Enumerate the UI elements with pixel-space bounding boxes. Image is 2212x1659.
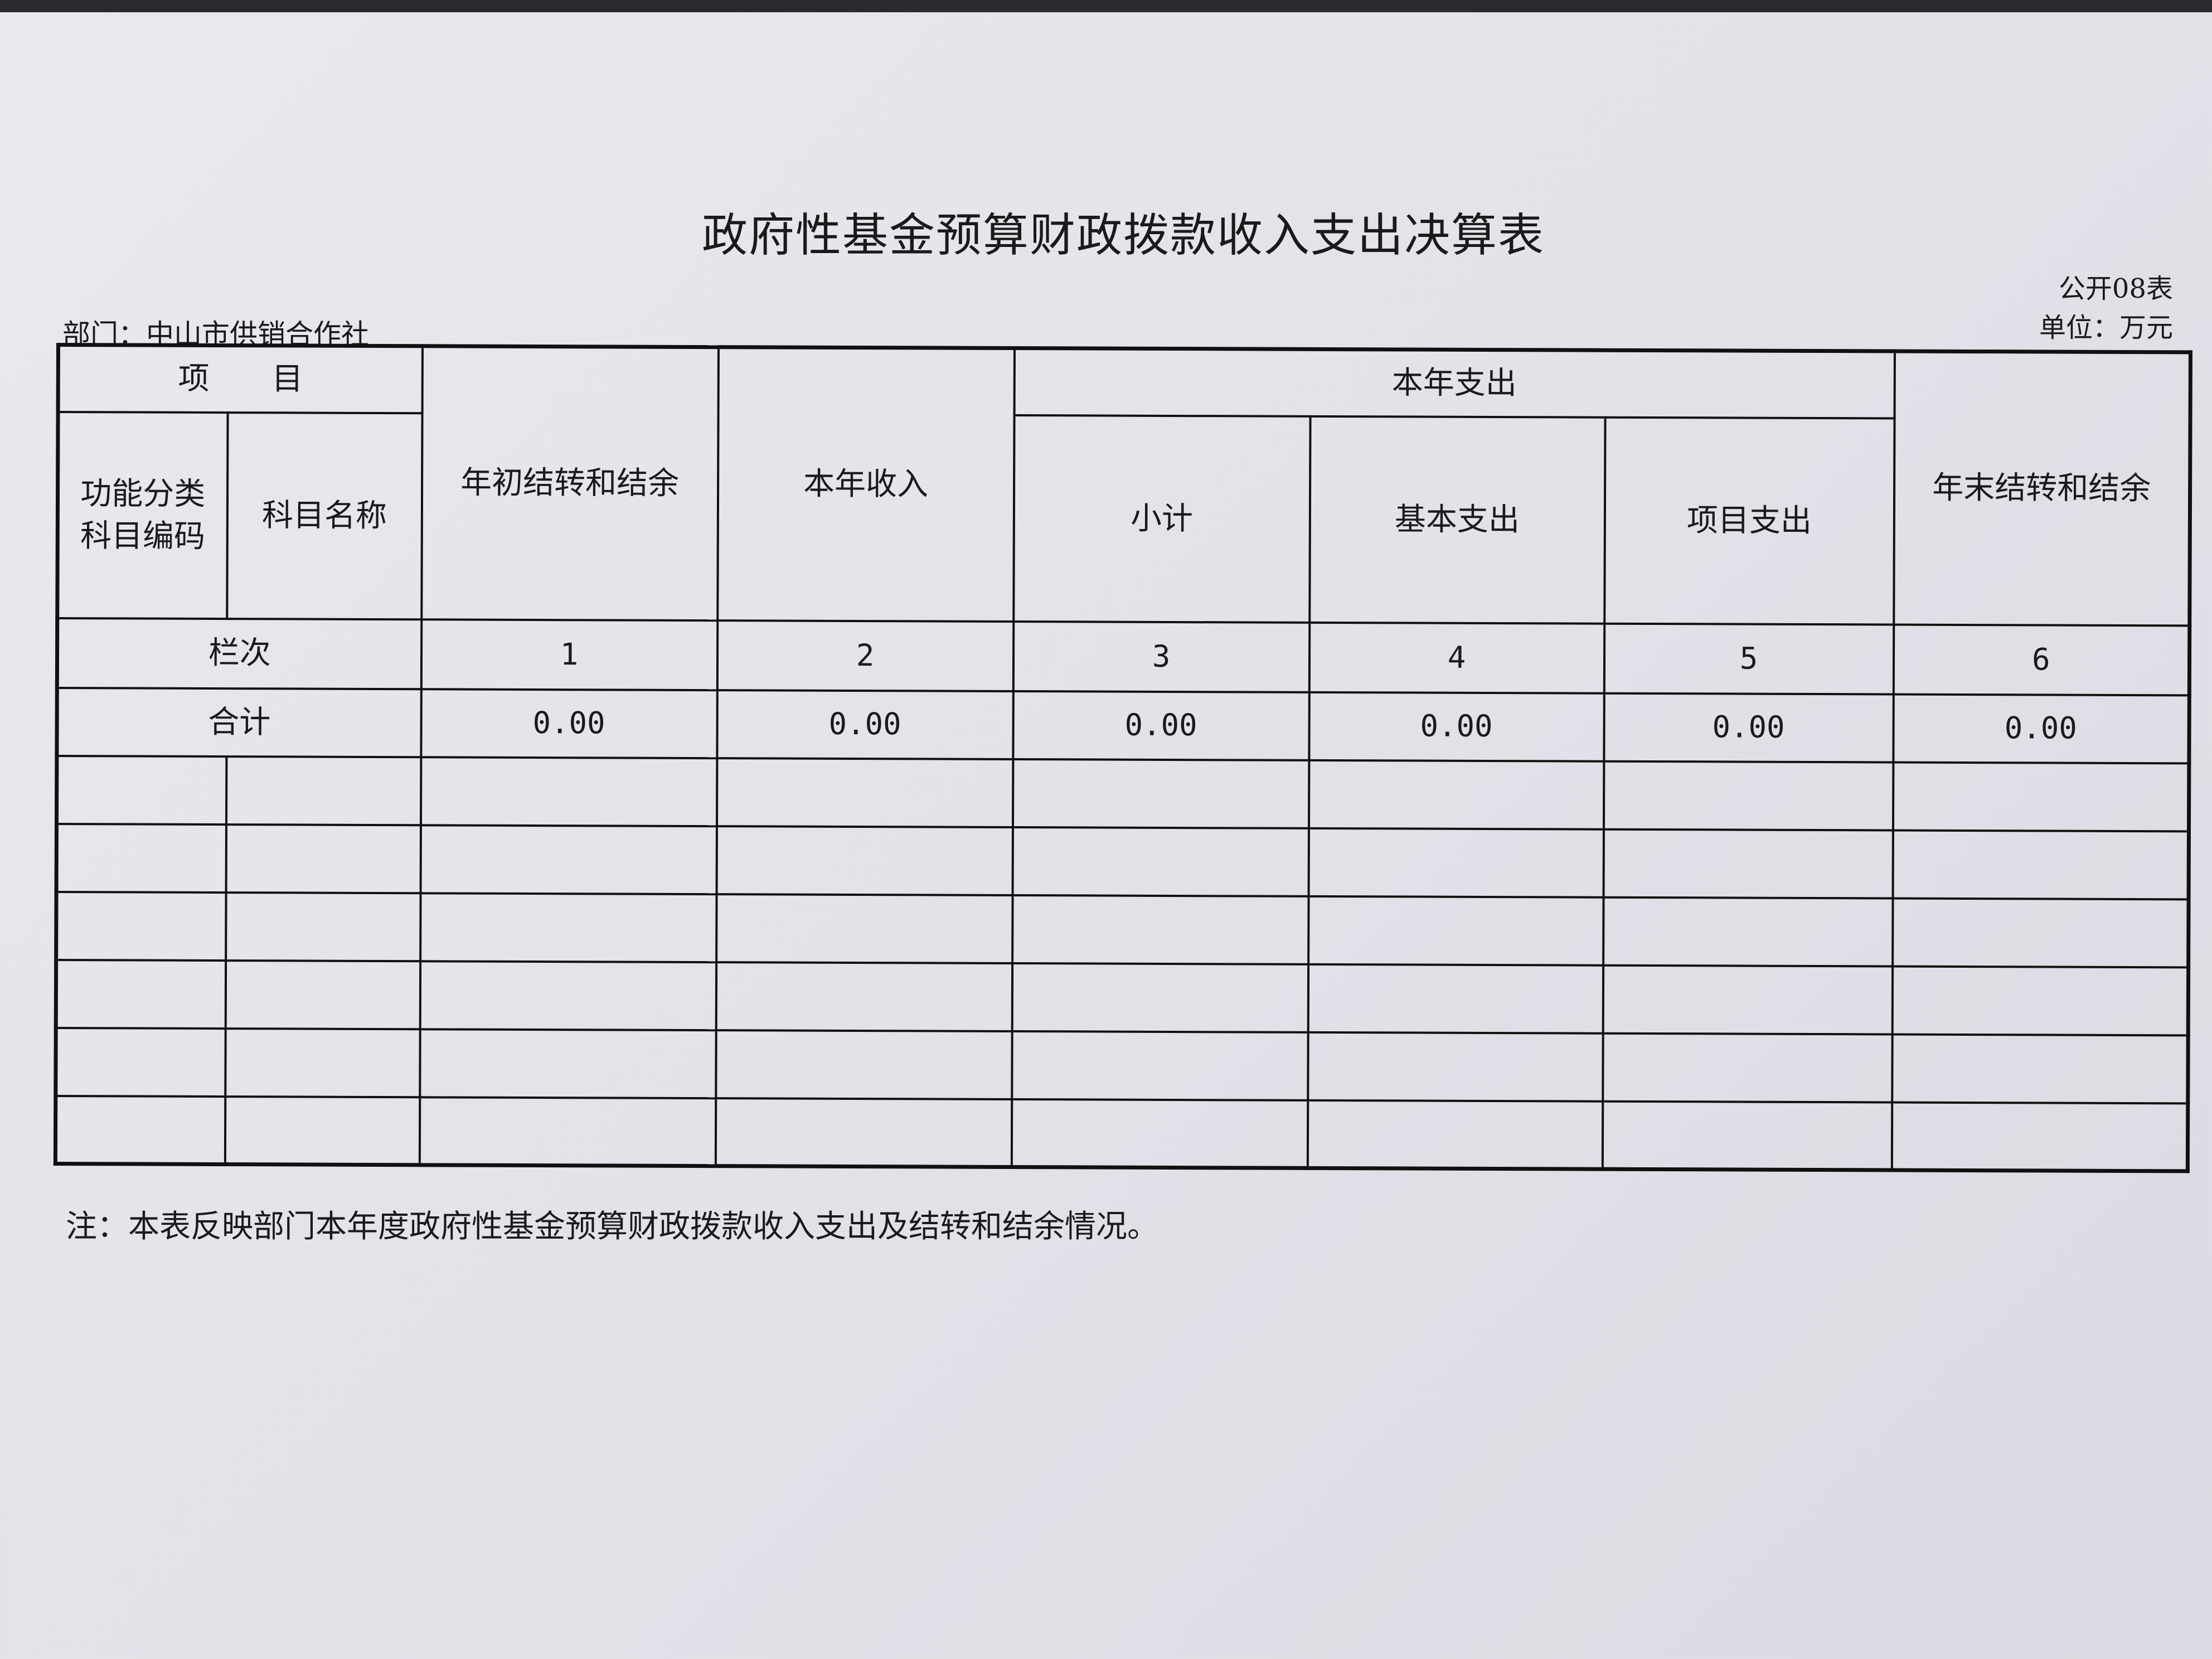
header-current-expense: 本年支出 — [1014, 348, 1895, 419]
total-row: 合计 0.00 0.00 0.00 0.00 0.00 0.00 — [56, 687, 2190, 763]
column-number: 5 — [1604, 623, 1894, 695]
empty-cell — [55, 1095, 225, 1165]
empty-cell — [1603, 829, 1893, 899]
column-number: 2 — [717, 620, 1013, 691]
footnote: 注：本表反映部门本年度政府性基金预算财政拨款收入支出及结转和结余情况。 — [66, 1209, 1158, 1245]
total-value: 0.00 — [1012, 691, 1309, 760]
empty-cell — [1893, 830, 2189, 899]
header-func-code: 功能分类科目编码 — [57, 411, 228, 619]
department-label: 部门：中山市供销合作社 — [62, 318, 369, 351]
empty-cell — [420, 756, 717, 826]
total-value: 0.00 — [1308, 692, 1604, 761]
empty-cell — [1308, 896, 1604, 966]
empty-cell — [225, 892, 421, 961]
total-label: 合计 — [56, 687, 421, 757]
empty-cell — [1307, 1032, 1603, 1102]
column-number: 3 — [1013, 621, 1309, 692]
empty-cell — [1308, 760, 1604, 830]
empty-cell — [1308, 964, 1603, 1034]
empty-cell — [716, 894, 1013, 963]
empty-row — [56, 755, 2189, 831]
empty-cell — [1012, 759, 1309, 828]
empty-cell — [715, 1030, 1012, 1099]
empty-cell — [56, 891, 226, 961]
empty-cell — [1893, 762, 2189, 831]
empty-cell — [1603, 761, 1893, 831]
empty-cell — [1603, 897, 1893, 967]
empty-cell — [716, 758, 1013, 827]
column-number-label: 栏次 — [57, 618, 421, 689]
header-closing-balance: 年末结转和结余 — [1893, 351, 2191, 625]
empty-cell — [1892, 898, 2189, 967]
budget-table: 项 目 年初结转和结余 本年收入 本年支出 年末结转和结余 功能分类科目编码 科… — [53, 343, 2192, 1173]
empty-cell — [1012, 827, 1309, 896]
header-item: 项 目 — [58, 345, 423, 413]
empty-cell — [1012, 895, 1309, 964]
empty-cell — [419, 1029, 716, 1098]
header-project-expense: 项目支出 — [1604, 417, 1895, 625]
table-code: 公开08表 — [2058, 273, 2173, 304]
empty-cell — [1891, 1034, 2189, 1103]
unit-label: 单位：万元 — [2039, 312, 2173, 343]
header-current-income: 本年收入 — [717, 347, 1015, 622]
header-basic-expense: 基本支出 — [1309, 416, 1605, 624]
empty-row — [56, 891, 2189, 967]
empty-cell — [716, 826, 1013, 895]
empty-row — [55, 1027, 2189, 1103]
header-opening-balance: 年初结转和结余 — [421, 346, 719, 620]
empty-cell — [420, 824, 717, 894]
empty-cell — [1307, 1100, 1603, 1170]
empty-cell — [420, 961, 716, 1030]
empty-cell — [1012, 963, 1308, 1032]
empty-cell — [1308, 828, 1604, 898]
empty-row — [56, 959, 2189, 1035]
column-number: 4 — [1309, 622, 1604, 693]
column-number: 1 — [421, 619, 717, 690]
empty-cell — [1602, 1101, 1892, 1171]
total-value: 0.00 — [1603, 693, 1894, 763]
header-subtotal: 小计 — [1013, 415, 1311, 623]
column-number-row: 栏次 1 2 3 4 5 6 — [57, 618, 2190, 695]
total-value: 0.00 — [716, 690, 1013, 759]
total-value: 0.00 — [1893, 694, 2190, 763]
page-title: 政府性基金预算财政拨款收入支出决算表 — [701, 209, 1545, 262]
empty-cell — [226, 756, 421, 825]
empty-cell — [225, 1096, 420, 1165]
empty-row — [55, 1095, 2188, 1171]
empty-cell — [1011, 1099, 1308, 1168]
empty-cell — [420, 892, 717, 962]
total-value: 0.00 — [420, 688, 717, 758]
empty-cell — [226, 824, 421, 893]
empty-cell — [715, 1098, 1012, 1167]
empty-cell — [716, 962, 1012, 1031]
empty-cell — [1602, 1033, 1893, 1103]
empty-cell — [1891, 1102, 2188, 1171]
column-number: 6 — [1893, 624, 2190, 695]
empty-cell — [1011, 1031, 1308, 1100]
empty-cell — [55, 1027, 226, 1097]
empty-cell — [419, 1097, 716, 1166]
empty-cell — [1892, 966, 2189, 1035]
empty-cell — [56, 823, 226, 892]
empty-cell — [225, 1028, 420, 1097]
empty-cell — [56, 959, 226, 1029]
empty-cell — [1603, 965, 1893, 1035]
empty-row — [56, 823, 2189, 899]
header-subject-name: 科目名称 — [226, 412, 423, 619]
photo-edge — [0, 0, 2212, 12]
empty-cell — [225, 960, 420, 1029]
empty-cell — [56, 755, 226, 824]
